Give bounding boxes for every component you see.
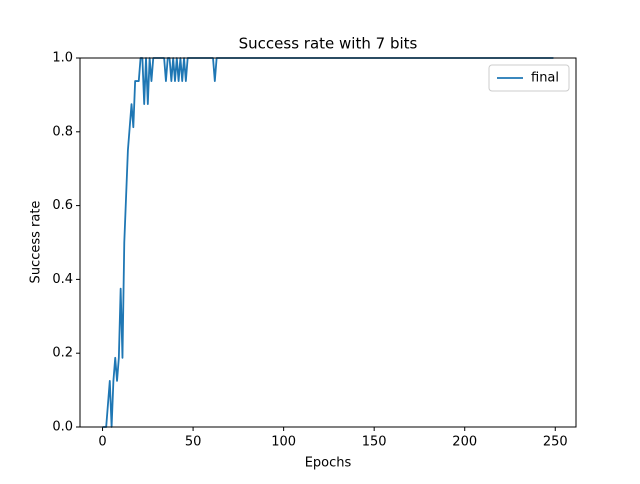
y-tick-label: 0.4 [52, 272, 73, 287]
y-tick-label: 0.8 [52, 124, 73, 139]
legend-box [488, 64, 570, 92]
chart-title: Success rate with 7 bits [239, 35, 418, 53]
y-axis-label: Success rate [29, 201, 44, 284]
x-tick-label: 100 [271, 435, 296, 450]
x-tick-label: 50 [185, 435, 202, 450]
y-tick-label: 0.2 [52, 346, 73, 361]
y-tick-label: 1.0 [52, 51, 73, 66]
legend-label: final [531, 71, 559, 86]
x-tick-label: 250 [543, 435, 568, 450]
x-tick-label: 200 [452, 435, 477, 450]
x-tick-label: 0 [98, 435, 106, 450]
y-tick-label: 0.6 [52, 198, 73, 213]
x-axis-label: Epochs [305, 456, 352, 471]
y-tick-label: 0.0 [52, 420, 73, 435]
x-tick-label: 150 [362, 435, 387, 450]
plot-frame [79, 57, 577, 428]
